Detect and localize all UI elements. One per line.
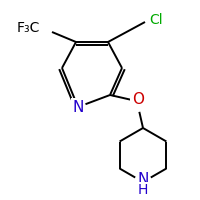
Text: H: H: [138, 183, 148, 197]
Text: N: N: [72, 99, 84, 114]
Text: Cl: Cl: [149, 13, 163, 27]
Text: F₃C: F₃C: [17, 21, 40, 35]
Text: O: O: [132, 92, 144, 108]
Text: N: N: [137, 171, 149, 186]
